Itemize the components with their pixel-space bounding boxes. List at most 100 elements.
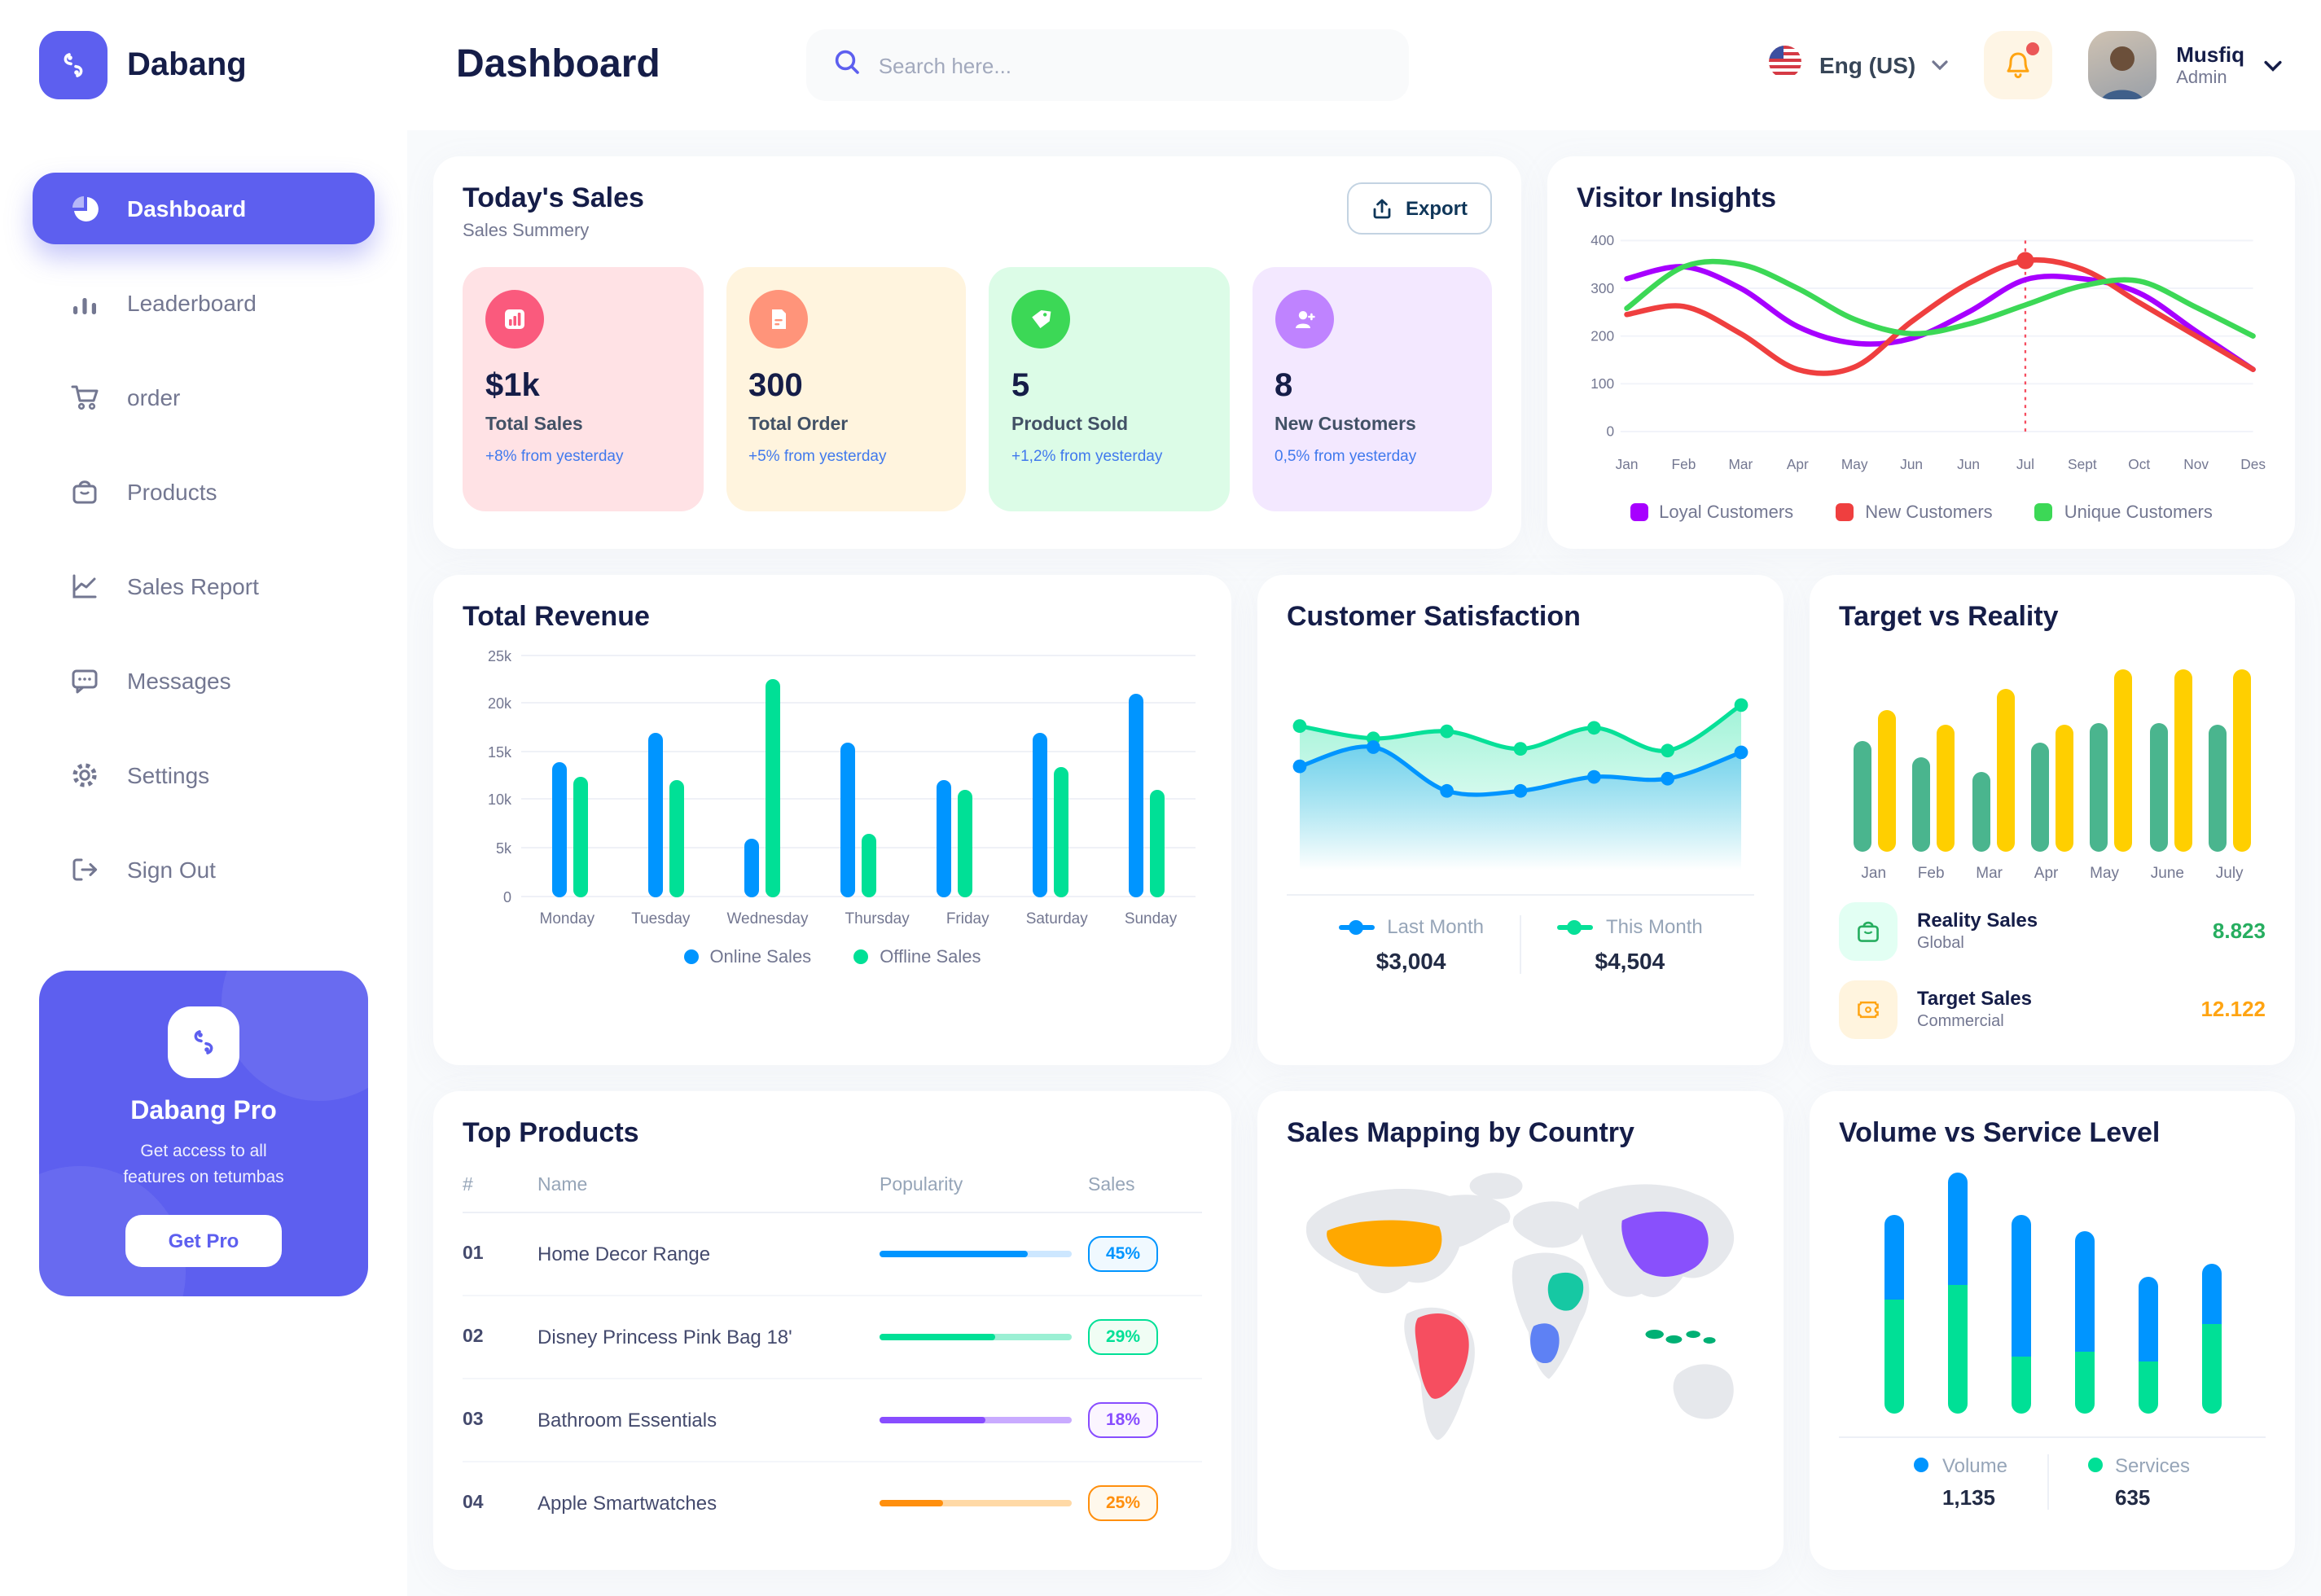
popularity-bar [880, 1333, 1072, 1340]
country-saudi-arabia [1547, 1271, 1584, 1310]
sidebar-item-label: Settings [127, 762, 210, 788]
todays-sales-subtitle: Sales Summery [463, 221, 590, 241]
bar-chart-icon [68, 287, 101, 319]
stat-delta: +1,2% from yesterday [1011, 448, 1163, 466]
sales-mapping-title: Sales Mapping by Country [1287, 1116, 1634, 1147]
language-label: Eng (US) [1819, 52, 1916, 78]
popularity-bar [880, 1250, 1072, 1256]
continent-australia [1673, 1363, 1734, 1418]
stat-label: Product Sold [1011, 415, 1129, 435]
legend-this-month: This Month $4,504 [1520, 915, 1739, 975]
svg-text:Mar: Mar [1728, 456, 1753, 472]
country-china [1621, 1210, 1709, 1276]
svg-text:Sept: Sept [2068, 456, 2097, 472]
svg-text:Oct: Oct [2128, 456, 2150, 472]
customer-satisfaction-title: Customer Satisfaction [1287, 600, 1581, 631]
reality-sales-value: 8.823 [2212, 919, 2266, 943]
stat-value: $1k [485, 368, 540, 404]
svg-text:300: 300 [1590, 280, 1614, 296]
page-title: Dashboard [456, 42, 660, 86]
svg-text:200: 200 [1590, 327, 1614, 344]
legend-last-month: Last Month $3,004 [1302, 915, 1520, 974]
chevron-down-icon [2264, 59, 2282, 71]
sidebar-item-order[interactable]: order [33, 362, 375, 433]
volume-total: 1,135 [1941, 1484, 1996, 1509]
chevron-down-icon [1932, 60, 1948, 70]
total-revenue-card: Total Revenue 0 5k 10k 15k 20k 25k Monday Tuesd… [433, 574, 1231, 1064]
search-bar [806, 29, 1410, 101]
promo-line1: Get access to all [140, 1142, 267, 1161]
sales-mapping-card: Sales Mapping by Country [1257, 1090, 1784, 1569]
line-chart-icon [68, 570, 101, 603]
services-total: 635 [2115, 1484, 2151, 1509]
target-vs-reality-card: Target vs Reality Jan Feb Mar Apr May June Jul… [1810, 574, 2295, 1064]
visitor-insights-card: Visitor Insights 0 100 200 300 400 Jan Feb Mar A… [1547, 156, 2295, 548]
get-pro-button[interactable]: Get Pro [125, 1214, 282, 1266]
customer-satisfaction-card: Customer Satisfaction Last Month $3,004 … [1257, 574, 1784, 1064]
export-button[interactable]: Export [1346, 182, 1492, 235]
svg-text:Des: Des [2240, 456, 2266, 472]
top-products-title: Top Products [463, 1116, 639, 1147]
stat-value: 5 [1011, 368, 1030, 404]
stat-label: New Customers [1275, 415, 1416, 435]
popularity-bar [880, 1416, 1072, 1423]
todays-sales-title: Today's Sales [463, 182, 644, 213]
notifications-button[interactable] [1984, 31, 2053, 99]
table-row: 04 Apple Smartwatches 25% [463, 1462, 1202, 1543]
stat-card-product-sold: 5 Product Sold +1,2% from yesterday [989, 267, 1229, 511]
stat-delta: 0,5% from yesterday [1275, 448, 1417, 466]
profile-menu[interactable]: Musfiq Admin [2088, 31, 2282, 99]
target-vs-reality-chart: Jan Feb Mar Apr May June July [1845, 656, 2259, 882]
sidebar-item-leaderboard[interactable]: Leaderboard [33, 267, 375, 339]
volume-service-title: Volume vs Service Level [1839, 1116, 2161, 1147]
bag-icon [68, 476, 101, 508]
volume-service-chart [1839, 1172, 2266, 1413]
sidebar-item-messages[interactable]: Messages [33, 645, 375, 717]
avatar [2088, 31, 2157, 99]
sidebar-item-label: Products [127, 479, 217, 505]
country-brazil [1415, 1313, 1469, 1398]
sidebar-item-label: Messages [127, 668, 231, 694]
customer-satisfaction-chart [1287, 649, 1754, 878]
ticket-icon [1858, 1000, 1879, 1018]
visitor-insights-chart: 0 100 200 300 400 Jan Feb Mar Apr May Jun Jun Jul Sep… [1577, 228, 2266, 499]
language-selector[interactable]: Eng (US) [1767, 43, 1948, 87]
volume-service-card: Volume vs Service Level Volume 1,135 Ser… [1810, 1090, 2295, 1569]
promo-logo-icon [168, 1006, 239, 1078]
country-united-states [1327, 1219, 1442, 1266]
greenland [1469, 1172, 1523, 1199]
gear-icon [68, 759, 101, 791]
main-content: Today's Sales Sales Summery Export $1k [407, 130, 2321, 1596]
sidebar-item-settings[interactable]: Settings [33, 739, 375, 811]
stat-value: 8 [1275, 368, 1293, 404]
sidebar-item-products[interactable]: Products [33, 456, 375, 528]
sidebar-item-sales-report[interactable]: Sales Report [33, 550, 375, 622]
legend-services: Services 635 [2047, 1454, 2229, 1509]
legend-reality-sales: Reality Sales Global 8.823 [1839, 901, 2266, 960]
header: Dashboard Eng (US) [407, 0, 2321, 130]
legend-online-sales: Online Sales [683, 947, 811, 967]
todays-sales-card: Today's Sales Sales Summery Export $1k [433, 156, 1521, 548]
top-products-card: Top Products # Name Popularity Sales 01 … [433, 1090, 1231, 1569]
table-row: 02 Disney Princess Pink Bag 18' 29% [463, 1296, 1202, 1379]
legend-volume: Volume 1,135 [1876, 1454, 2047, 1509]
file-icon [748, 290, 807, 349]
svg-text:Apr: Apr [1787, 456, 1809, 472]
pie-chart-icon [68, 192, 101, 225]
sidebar-item-dashboard[interactable]: Dashboard [33, 173, 375, 244]
target-vs-reality-title: Target vs Reality [1839, 600, 2059, 631]
sales-badge: 45% [1088, 1235, 1159, 1271]
legend-unique-customers: Unique Customers [2034, 502, 2213, 522]
total-revenue-chart: 0 5k 10k 15k 20k 25k Monday Tuesday Wednesday Thu… [488, 647, 1196, 927]
sales-badge: 25% [1088, 1484, 1159, 1520]
svg-text:0: 0 [1607, 423, 1615, 440]
search-input[interactable] [878, 53, 1384, 77]
svg-text:400: 400 [1590, 232, 1614, 248]
sidebar-item-sign-out[interactable]: Sign Out [33, 834, 375, 905]
total-revenue-title: Total Revenue [463, 600, 650, 631]
sidebar-item-label: order [127, 384, 181, 410]
svg-text:Nov: Nov [2183, 456, 2209, 472]
visitor-insights-title: Visitor Insights [1577, 182, 1776, 213]
stat-delta: +8% from yesterday [485, 448, 624, 466]
